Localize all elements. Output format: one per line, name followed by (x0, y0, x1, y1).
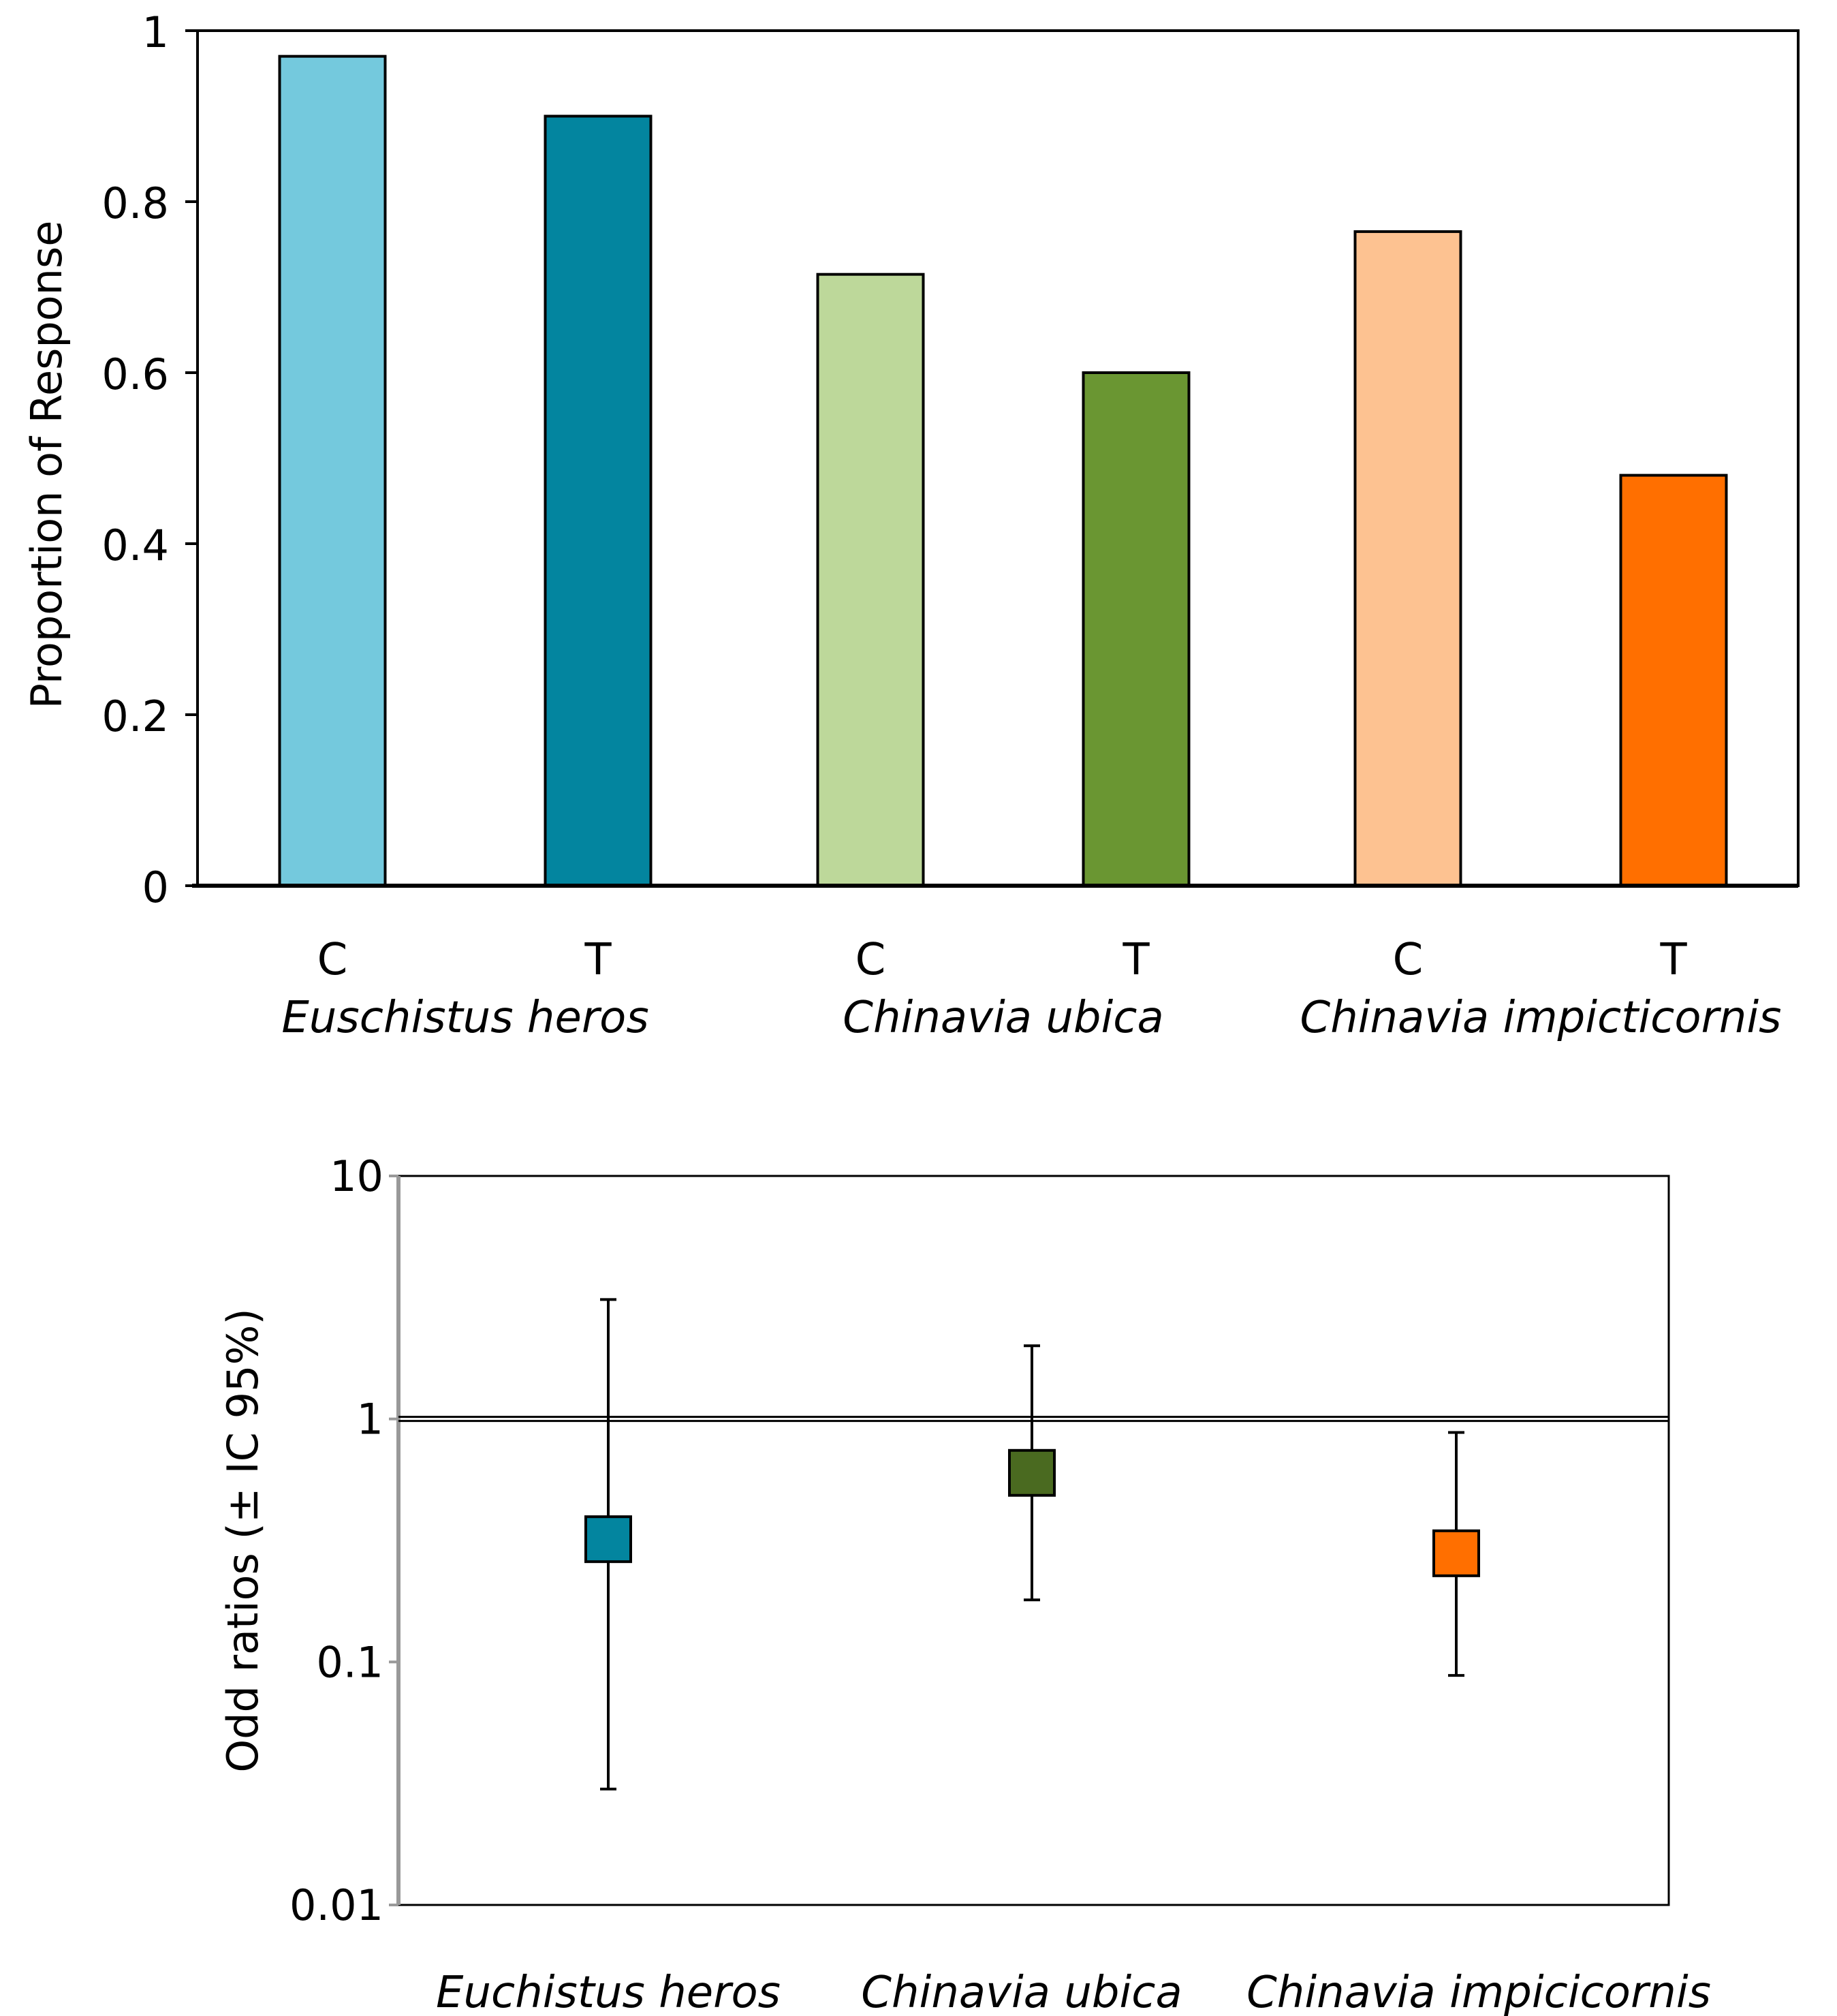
bar-y-tick-label: 0 (142, 863, 169, 912)
odds-ratio-point (1432, 1529, 1480, 1577)
odds-ratio-chart: 0.01 0.1 1 10 Odd ratios (± IC 95%) Euchist… (218, 1151, 1711, 2016)
bar-y-tick-label: 0.2 (101, 692, 169, 741)
odds-ratio-y-tick-label: 0.01 (289, 1880, 383, 1930)
bar-y-ticks: 0 0.2 0.4 0.6 0.8 1 (101, 7, 198, 912)
bar-category-label: C (317, 935, 348, 985)
bar-category-label: T (584, 935, 612, 985)
odds-ratio-y-ticks: 0.01 0.1 1 10 (289, 1151, 398, 1930)
bar-y-axis-label: Proportion of Response (22, 221, 72, 709)
bar (544, 114, 653, 887)
bar-species-labels: Euschistus heros Chinavia ubica Chinavia i… (281, 993, 1781, 1043)
odds-ratio-y-tick-label: 1 (357, 1395, 383, 1444)
bar (1619, 474, 1728, 887)
bar-species-label: Chinavia impicticornis (1300, 993, 1782, 1043)
bar (816, 273, 925, 887)
odds-ratio-y-tick-label: 0.1 (316, 1637, 383, 1687)
bar (1353, 230, 1462, 887)
odds-ratio-species-labels: Euchistus heros Chinavia ubica Chinavia im… (436, 1968, 1711, 2016)
bar-y-tick-label: 0.6 (101, 350, 169, 399)
bar-y-tick-label: 0.4 (101, 521, 169, 570)
bar-category-label: C (855, 935, 886, 985)
bar-category-label: C (1393, 935, 1424, 985)
bar-species-label: Chinavia ubica (843, 993, 1163, 1043)
bar-category-label: T (1122, 935, 1150, 985)
odds-ratio-point (1008, 1448, 1056, 1497)
reference-line (398, 1416, 1669, 1423)
odds-ratio-y-tick-label: 10 (330, 1151, 383, 1201)
bar-chart-frame (196, 29, 1800, 887)
bar-y-tick-label: 0.8 (101, 179, 169, 228)
bar-category-label: T (1659, 935, 1687, 985)
odds-ratio-species-label: Euchistus heros (436, 1968, 781, 2016)
bar-species-label: Euschistus heros (281, 993, 648, 1043)
odds-ratio-species-label: Chinavia impicicornis (1246, 1968, 1711, 2016)
odds-ratio-species-label: Chinavia ubica (861, 1968, 1182, 2016)
bar-chart: 0 0.2 0.4 0.6 0.8 1 Proportion of Response C T… (22, 7, 1800, 1043)
bar (1082, 371, 1191, 887)
bar-series (278, 55, 1728, 887)
odds-ratio-point (584, 1515, 632, 1564)
bar (278, 55, 387, 887)
bar-y-tick-label: 1 (142, 7, 169, 57)
odds-ratio-points (584, 1298, 1480, 1790)
odds-ratio-y-axis-label: Odd ratios (± IC 95%) (218, 1308, 268, 1772)
